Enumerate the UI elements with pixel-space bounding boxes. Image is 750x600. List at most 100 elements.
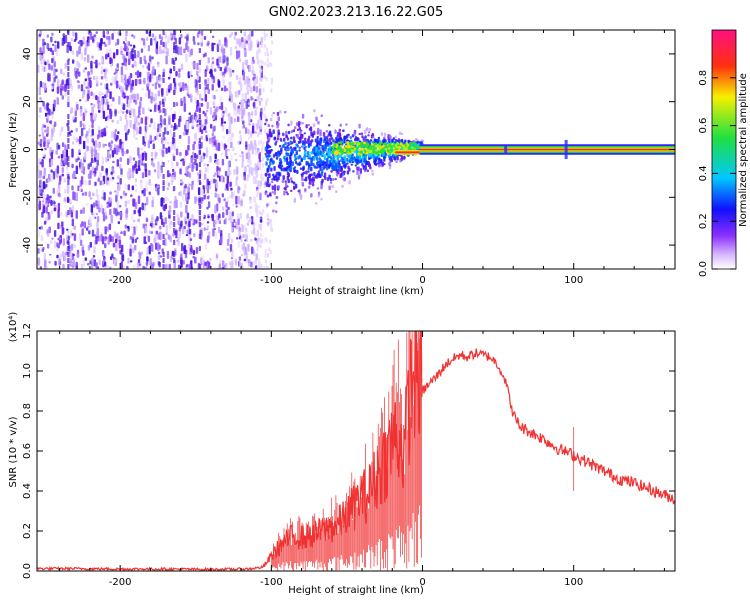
heatmap-cell	[259, 125, 262, 130]
heatmap-cell	[45, 63, 48, 72]
heatmap-cell	[155, 218, 158, 226]
heatmap-cell	[162, 258, 165, 263]
heatmap-cell	[266, 252, 269, 257]
spectrogram-ytick-label: 20	[22, 95, 33, 108]
heatmap-cell	[44, 61, 47, 66]
heatmap-cell	[124, 192, 128, 196]
heatmap-cell	[256, 173, 259, 178]
heatmap-cell	[44, 147, 47, 151]
heatmap-cell	[141, 172, 145, 179]
heatmap-cell	[280, 147, 283, 152]
heatmap-cell	[43, 220, 47, 225]
heatmap-cell	[371, 172, 374, 176]
heatmap-cell	[198, 149, 202, 155]
heatmap-cell	[258, 151, 261, 160]
heatmap-cell	[167, 146, 171, 153]
heatmap-cell	[249, 206, 252, 210]
heatmap-cell	[123, 230, 126, 237]
heatmap-cell	[256, 95, 259, 103]
heatmap-cell	[198, 174, 201, 179]
heatmap-cell	[211, 132, 214, 137]
heatmap-cell	[192, 250, 196, 256]
heatmap-cell	[209, 141, 212, 144]
heatmap-cell	[232, 203, 235, 207]
heatmap-cell	[87, 71, 90, 77]
heatmap-cell	[96, 159, 99, 166]
heatmap-cell	[253, 78, 256, 87]
heatmap-cell	[124, 183, 128, 190]
heatmap-cell	[329, 178, 333, 182]
heatmap-cell	[353, 131, 356, 136]
heatmap-cell	[268, 247, 271, 252]
heatmap-cell	[365, 127, 369, 131]
heatmap-cell	[128, 34, 132, 37]
heatmap-cell	[124, 224, 128, 229]
heatmap-cell	[273, 184, 277, 190]
heatmap-cell	[259, 166, 262, 171]
heatmap-cell	[75, 137, 79, 143]
heatmap-cell	[162, 78, 165, 83]
heatmap-cell	[330, 142, 333, 145]
heatmap-cell	[284, 141, 287, 146]
heatmap-cell	[284, 110, 287, 114]
heatmap-cell	[332, 139, 335, 143]
heatmap-cell	[208, 71, 212, 74]
heatmap-cell	[382, 148, 386, 152]
heatmap-cell	[364, 129, 367, 135]
heatmap-cell	[66, 78, 69, 86]
heatmap-cell	[292, 129, 296, 133]
heatmap-cell	[264, 129, 267, 134]
heatmap-cell	[122, 85, 125, 91]
heatmap-cell	[126, 40, 129, 47]
heatmap-cell	[238, 256, 242, 261]
heatmap-cell	[137, 159, 141, 167]
heatmap-cell	[158, 34, 162, 40]
heatmap-cell	[90, 91, 93, 96]
heatmap-cell	[205, 184, 208, 190]
heatmap-cell	[300, 173, 303, 176]
heatmap-cell	[403, 155, 406, 160]
heatmap-cell	[89, 112, 93, 116]
heatmap-cell	[300, 121, 303, 125]
heatmap-cell	[145, 180, 148, 189]
heatmap-cell	[185, 53, 188, 63]
heatmap-cell	[394, 135, 397, 139]
heatmap-cell	[231, 221, 234, 227]
heatmap-cell	[263, 75, 266, 80]
heatmap-cell	[140, 117, 144, 124]
heatmap-cell	[114, 42, 118, 46]
heatmap-cell	[374, 142, 378, 146]
heatmap-cell	[187, 183, 190, 193]
heatmap-cell	[224, 36, 227, 43]
heatmap-cell	[263, 265, 266, 269]
spectrogram-xtick-label: -100	[260, 275, 283, 286]
heatmap-cell	[337, 141, 341, 145]
heatmap-cell	[57, 222, 60, 230]
heatmap-cell	[223, 121, 227, 124]
heatmap-cell	[127, 257, 130, 264]
snr-xtick-label: 100	[564, 577, 583, 588]
heatmap-cell	[261, 238, 264, 243]
heatmap-cell	[189, 93, 193, 97]
heatmap-cell	[57, 209, 60, 218]
heatmap-cell	[203, 194, 206, 200]
heatmap-cell	[41, 131, 45, 137]
heatmap-cell	[241, 161, 244, 168]
heatmap-cell	[371, 143, 374, 146]
heatmap-cell	[255, 75, 259, 85]
heatmap-cell	[222, 260, 225, 267]
heatmap-cell	[145, 30, 149, 35]
heatmap-cell	[80, 209, 83, 215]
heatmap-cell	[124, 95, 127, 98]
heatmap-cell	[246, 83, 249, 91]
heatmap-cell	[207, 88, 210, 95]
heatmap-cell	[272, 129, 275, 135]
heatmap-cell	[242, 120, 245, 125]
heatmap-cell	[109, 256, 113, 260]
heatmap-cell	[354, 164, 358, 167]
heatmap-cell	[80, 263, 84, 269]
heatmap-cell	[388, 142, 391, 146]
heatmap-cell	[407, 147, 411, 151]
heatmap-cell	[191, 180, 194, 185]
